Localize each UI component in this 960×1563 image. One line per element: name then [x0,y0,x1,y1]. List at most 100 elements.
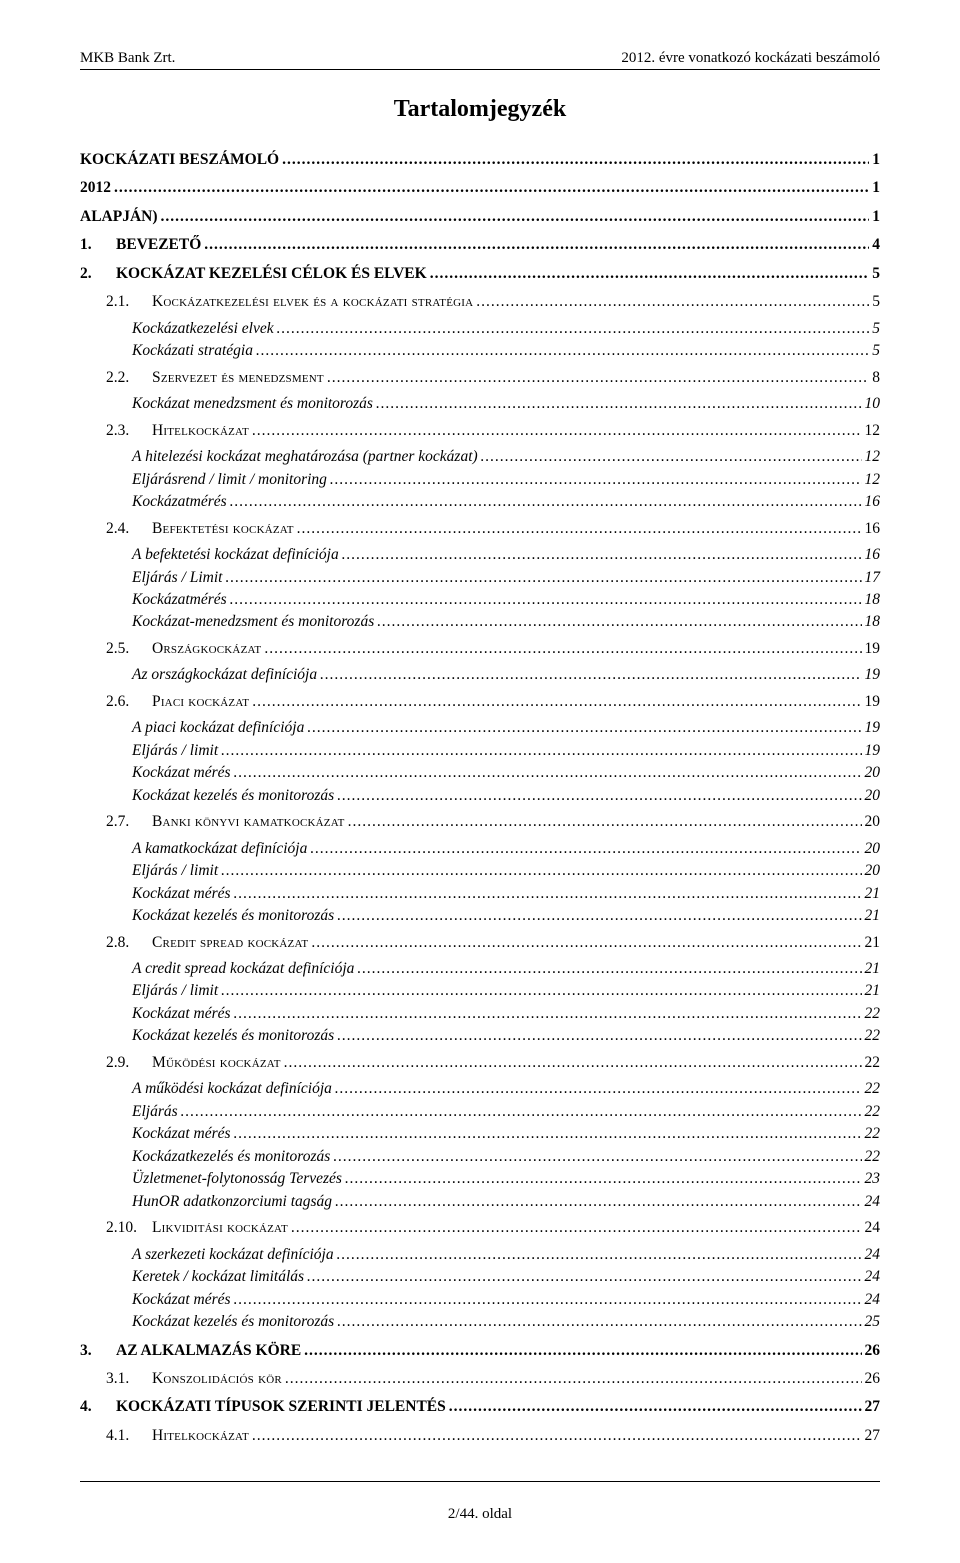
toc-leader [221,740,861,762]
toc-leader [291,1217,862,1239]
toc-label: 2.8.Credit spread kockázat [106,932,308,954]
toc-leader [204,234,869,256]
toc-label: Keretek / kockázat limitálás [132,1266,304,1288]
toc-label: Kockázat mérés [132,1003,231,1025]
toc-leader [297,518,862,540]
toc-page-number: 21 [865,883,881,905]
toc-label: Kockázat mérés [132,762,231,784]
toc-leader [335,1078,862,1100]
toc-leader [327,367,869,389]
toc-page-number: 21 [865,905,881,927]
toc-page-number: 19 [865,717,881,739]
toc-page-number: 18 [865,611,881,633]
toc-leader [234,1289,862,1311]
toc-page-number: 8 [872,367,880,389]
toc-page-number: 20 [865,838,881,860]
toc-page-number: 22 [865,1052,881,1074]
toc-label: Kockázatkezelés és monitorozás [132,1146,330,1168]
toc-label: Kockázatmérés [132,589,227,611]
toc-page-number: 5 [872,340,880,362]
page-header: MKB Bank Zrt. 2012. évre vonatkozó kocká… [80,50,880,67]
toc-page-number: 26 [865,1340,881,1362]
toc-label: Kockázat-menedzsment és monitorozás [132,611,374,633]
toc-page-number: 21 [865,980,881,1002]
toc-leader [430,263,870,285]
toc-page-number: 24 [865,1289,881,1311]
toc-label: 2.7.Banki könyvi kamatkockázat [106,811,345,833]
toc-entry: Kockázat mérés 22 [132,1003,880,1025]
toc-leader [333,1146,861,1168]
toc-entry: Eljárás 22 [132,1101,880,1123]
toc-label: 1.BEVEZETŐ [80,234,201,256]
toc-leader [277,318,870,340]
toc-page-number: 12 [865,420,881,442]
toc-entry: Kockázat-menedzsment és monitorozás 18 [132,611,880,633]
toc-leader [264,638,861,660]
toc-entry: Eljárás / limit 20 [132,860,880,882]
toc-label: 2.KOCKÁZAT KEZELÉSI CÉLOK ÉS ELVEK [80,263,427,285]
toc-leader [230,491,862,513]
toc-label: 2.3.Hitelkockázat [106,420,249,442]
toc-page-number: 10 [865,393,881,415]
toc-page-number: 20 [865,785,881,807]
toc-label: 2012 [80,177,111,199]
toc-leader [342,544,862,566]
toc-label: A hitelezési kockázat meghatározása (par… [132,446,478,468]
toc-label: 2.6.Piaci kockázat [106,691,249,713]
toc-page-number: 16 [865,518,881,540]
toc-label: Eljárás / limit [132,740,218,762]
toc-leader [357,958,861,980]
toc-entry: A befektetési kockázat definíciója 16 [132,544,880,566]
toc-label: Kockázat kezelés és monitorozás [132,1025,334,1047]
toc-entry: Kockázat mérés 22 [132,1123,880,1145]
toc-entry: Eljárás / limit 19 [132,740,880,762]
toc-label: Kockázatkezelési elvek [132,318,274,340]
toc-entry: 2.10.Likviditási kockázat 24 [106,1217,880,1239]
toc-page-number: 18 [865,589,881,611]
toc-leader [282,149,869,171]
toc-page-number: 19 [865,664,881,686]
toc-leader [345,1168,862,1190]
toc-label: Eljárás [132,1101,178,1123]
toc-leader [256,340,869,362]
toc-page-number: 22 [865,1146,881,1168]
toc-leader [221,980,861,1002]
toc-entry: 2.1.Kockázatkezelési elvek és a kockázat… [106,291,880,313]
toc-entry: Keretek / kockázat limitálás 24 [132,1266,880,1288]
toc-leader [476,291,869,313]
header-left: MKB Bank Zrt. [80,50,175,67]
toc-label: A befektetési kockázat definíciója [132,544,339,566]
toc-label: A credit spread kockázat definíciója [132,958,354,980]
toc-leader [225,567,861,589]
toc-page-number: 5 [872,263,880,285]
toc-label: A kamatkockázat definíciója [132,838,307,860]
toc-page-number: 20 [865,860,881,882]
toc-leader [311,932,861,954]
toc-page-number: 27 [865,1425,881,1447]
toc-entry: 2012 1 [80,177,880,199]
header-rule [80,69,880,70]
toc-leader [330,469,862,491]
toc-label: 2.5.Országkockázat [106,638,261,660]
toc-entry: A piaci kockázat definíciója 19 [132,717,880,739]
toc-leader [449,1396,862,1418]
toc-label: Kockázat menedzsment és monitorozás [132,393,373,415]
toc-leader [252,691,861,713]
toc-leader [320,664,861,686]
toc-entry: A hitelezési kockázat meghatározása (par… [132,446,880,468]
toc-leader [348,811,862,833]
toc-page-number: 1 [872,206,880,228]
toc-leader [307,1266,861,1288]
toc-label: A szerkezeti kockázat definíciója [132,1244,334,1266]
toc-leader [335,1191,861,1213]
toc-leader [337,785,861,807]
toc-entry: 2.8.Credit spread kockázat 21 [106,932,880,954]
toc-entry: Kockázatmérés 18 [132,589,880,611]
toc-entry: 4.1.Hitelkockázat 27 [106,1425,880,1447]
toc-leader [221,860,861,882]
toc-leader [337,1311,861,1333]
toc-entry: A kamatkockázat definíciója 20 [132,838,880,860]
toc-entry: Kockázat kezelés és monitorozás 25 [132,1311,880,1333]
toc-entry: 2.3.Hitelkockázat 12 [106,420,880,442]
toc-leader [234,762,862,784]
